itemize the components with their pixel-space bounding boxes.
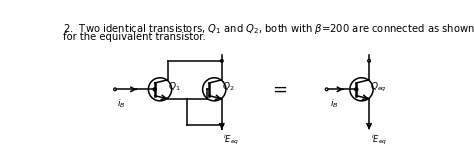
Text: $^{i}E_{eq}$: $^{i}E_{eq}$ — [223, 132, 240, 147]
Text: 2.  Two identical transistors, $Q_1$ and $Q_2$, both with $\beta$=200 are connec: 2. Two identical transistors, $Q_1$ and … — [63, 22, 474, 37]
Circle shape — [153, 88, 156, 91]
Text: $Q_2$: $Q_2$ — [222, 81, 235, 93]
Text: $i_B$: $i_B$ — [117, 98, 125, 110]
Text: $Q_{eq}$: $Q_{eq}$ — [370, 80, 386, 94]
Text: $^{i}E_{eq}$: $^{i}E_{eq}$ — [371, 132, 387, 147]
Text: for the equivalent transistor.: for the equivalent transistor. — [63, 32, 206, 42]
Text: =: = — [273, 80, 288, 98]
Text: $Q_1$: $Q_1$ — [168, 81, 181, 93]
Circle shape — [355, 88, 358, 91]
Text: $i_B$: $i_B$ — [330, 98, 338, 110]
